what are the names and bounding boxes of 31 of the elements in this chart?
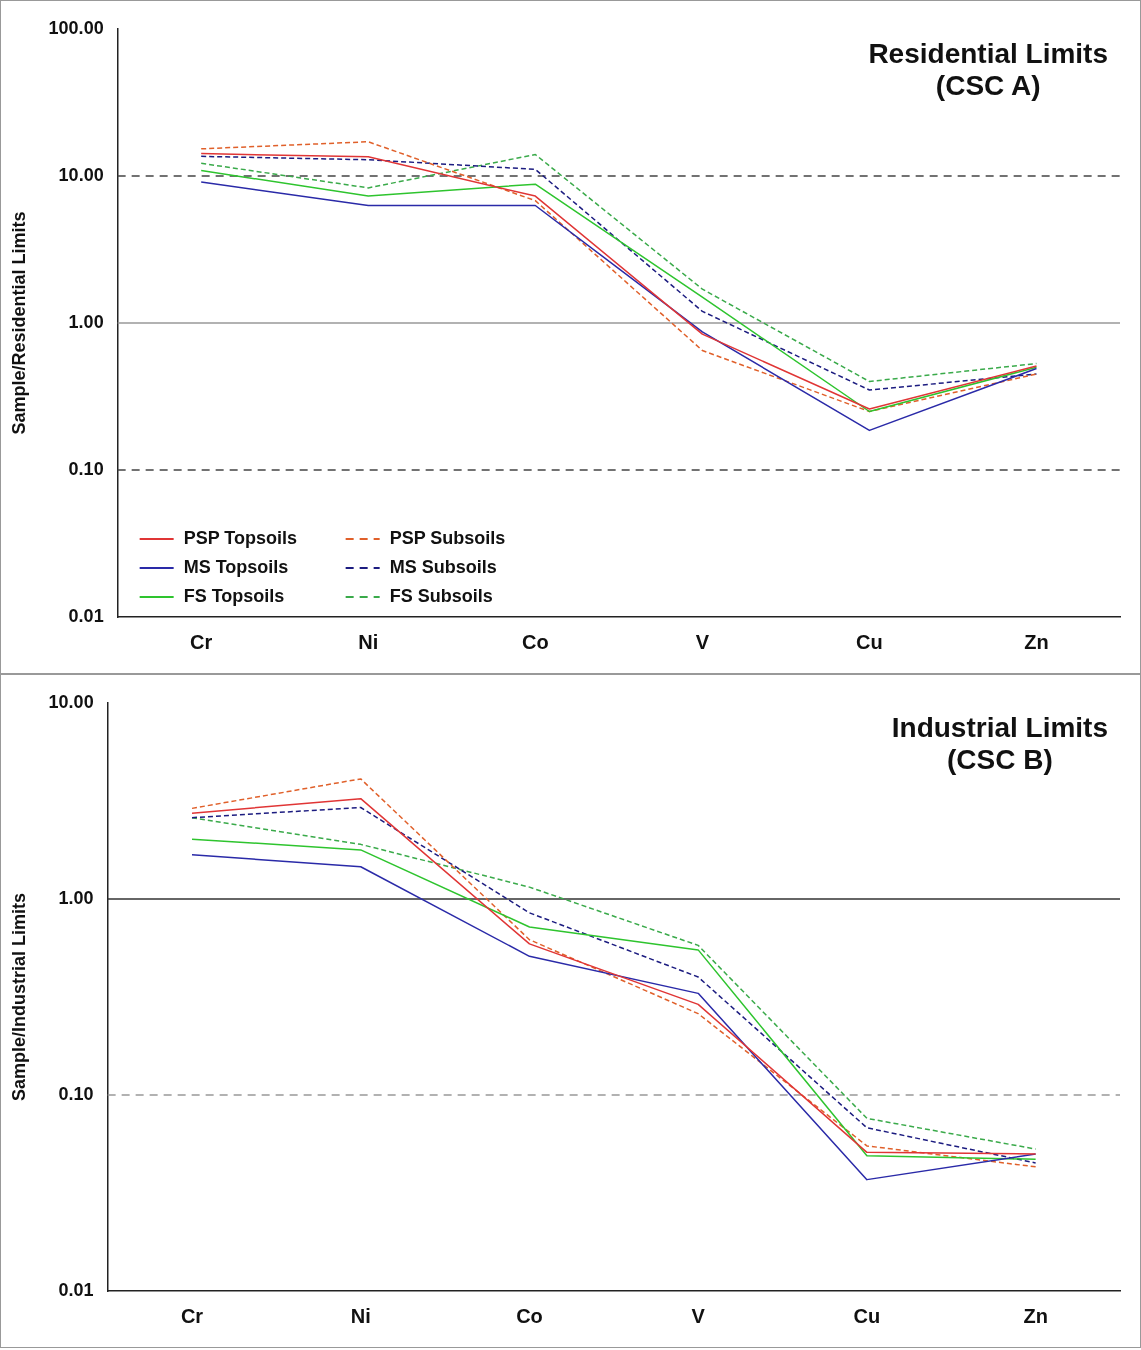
y-tick-label: 10.00 xyxy=(58,164,104,185)
y-tick-label: 1.00 xyxy=(68,311,104,332)
y-tick-label: 100.00 xyxy=(48,17,104,38)
legend-label: PSP Topsoils xyxy=(183,527,298,548)
legend-label: FS Topsoils xyxy=(183,585,285,606)
legend-label: PSP Subsoils xyxy=(389,527,506,548)
text: Industrial Limits (CSC B) xyxy=(891,711,1108,775)
x-tick-label: Ni xyxy=(350,1304,371,1327)
x-tick-label: Co xyxy=(516,1304,543,1327)
x-tick-label: Cu xyxy=(853,1304,881,1327)
x-tick-label: Cr xyxy=(190,630,213,653)
y-axis-title: Sample/Industrial Limits xyxy=(8,892,29,1102)
x-tick-label: Cr xyxy=(180,1304,204,1327)
x-tick-label: Co xyxy=(521,630,549,653)
y-tick-label: 0.01 xyxy=(68,605,104,626)
legend-label: MS Subsoils xyxy=(389,556,497,577)
x-tick-label: V xyxy=(695,630,710,653)
x-tick-label: Cu xyxy=(856,630,883,653)
y-tick-label: 0.10 xyxy=(68,458,104,479)
x-tick-label: V xyxy=(691,1304,706,1327)
y-tick-label: 0.10 xyxy=(58,1083,94,1104)
y-tick-label: 10.00 xyxy=(48,691,94,712)
text: Residential Limits (CSC A) xyxy=(868,37,1109,101)
y-tick-label: 1.00 xyxy=(58,887,94,908)
legend-label: FS Subsoils xyxy=(389,585,493,606)
x-tick-label: Zn xyxy=(1023,1304,1048,1327)
x-tick-label: Zn xyxy=(1024,630,1049,653)
x-tick-label: Ni xyxy=(358,630,379,653)
y-axis-title: Sample/Residential Limits xyxy=(8,211,29,435)
legend-label: MS Topsoils xyxy=(183,556,289,577)
y-tick-label: 0.01 xyxy=(58,1279,94,1300)
